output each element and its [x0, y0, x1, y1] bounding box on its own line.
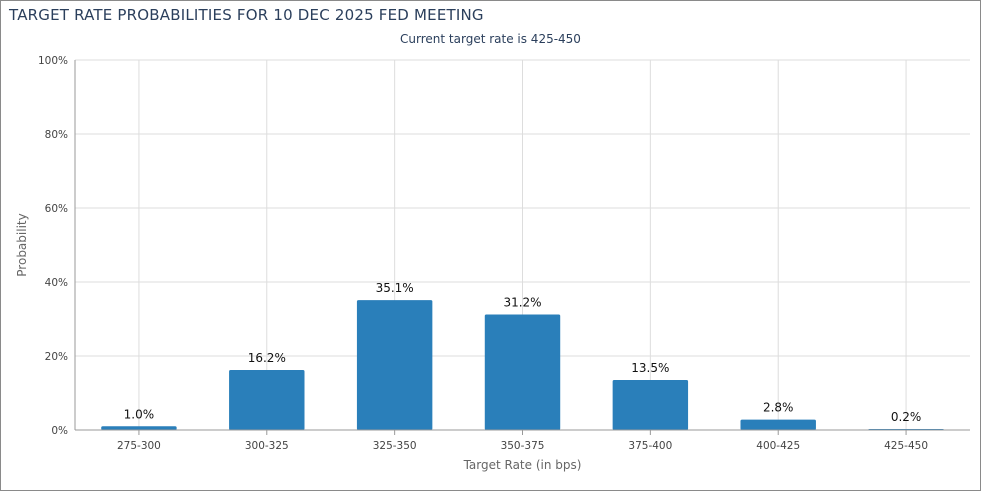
y-axis-title: Probability: [15, 213, 29, 276]
x-tick-label: 375-400: [628, 440, 672, 452]
data-label: 35.1%: [376, 281, 414, 295]
data-label: 16.2%: [248, 351, 286, 365]
x-tick-label: 350-375: [501, 440, 545, 452]
bar[interactable]: [356, 300, 433, 430]
bar[interactable]: [101, 426, 177, 430]
y-tick-label: 40%: [45, 277, 68, 289]
bars: [101, 300, 944, 430]
y-tick-label: 60%: [45, 203, 68, 215]
y-tick-label: 100%: [38, 55, 68, 67]
data-label: 13.5%: [631, 361, 669, 375]
bar[interactable]: [740, 419, 816, 430]
x-tick-label: 425-450: [884, 440, 928, 452]
x-tick-label: 400-425: [756, 440, 800, 452]
bar[interactable]: [484, 314, 561, 430]
x-axis-title: Target Rate (in bps): [463, 458, 582, 472]
axes: [74, 60, 970, 435]
bar[interactable]: [229, 370, 305, 430]
y-tick-label: 20%: [45, 351, 68, 363]
y-tick-label: 80%: [45, 129, 68, 141]
data-label: 0.2%: [891, 410, 922, 424]
chart-title: TARGET RATE PROBABILITIES FOR 10 DEC 202…: [9, 6, 484, 24]
x-tick-label: 300-325: [245, 440, 289, 452]
bar[interactable]: [612, 380, 689, 430]
chart-subtitle: Current target rate is 425-450: [400, 32, 581, 46]
labels: 0% 20% 40% 60% 80% 100% 1.0% 275-300 16.2% 300-32…: [15, 55, 928, 472]
data-label: 1.0%: [124, 407, 155, 421]
x-tick-label: 325-350: [373, 440, 417, 452]
data-label: 31.2%: [503, 296, 541, 310]
y-tick-label: 0%: [51, 425, 68, 437]
x-tick-label: 275-300: [117, 440, 161, 452]
data-label: 2.8%: [763, 401, 794, 415]
